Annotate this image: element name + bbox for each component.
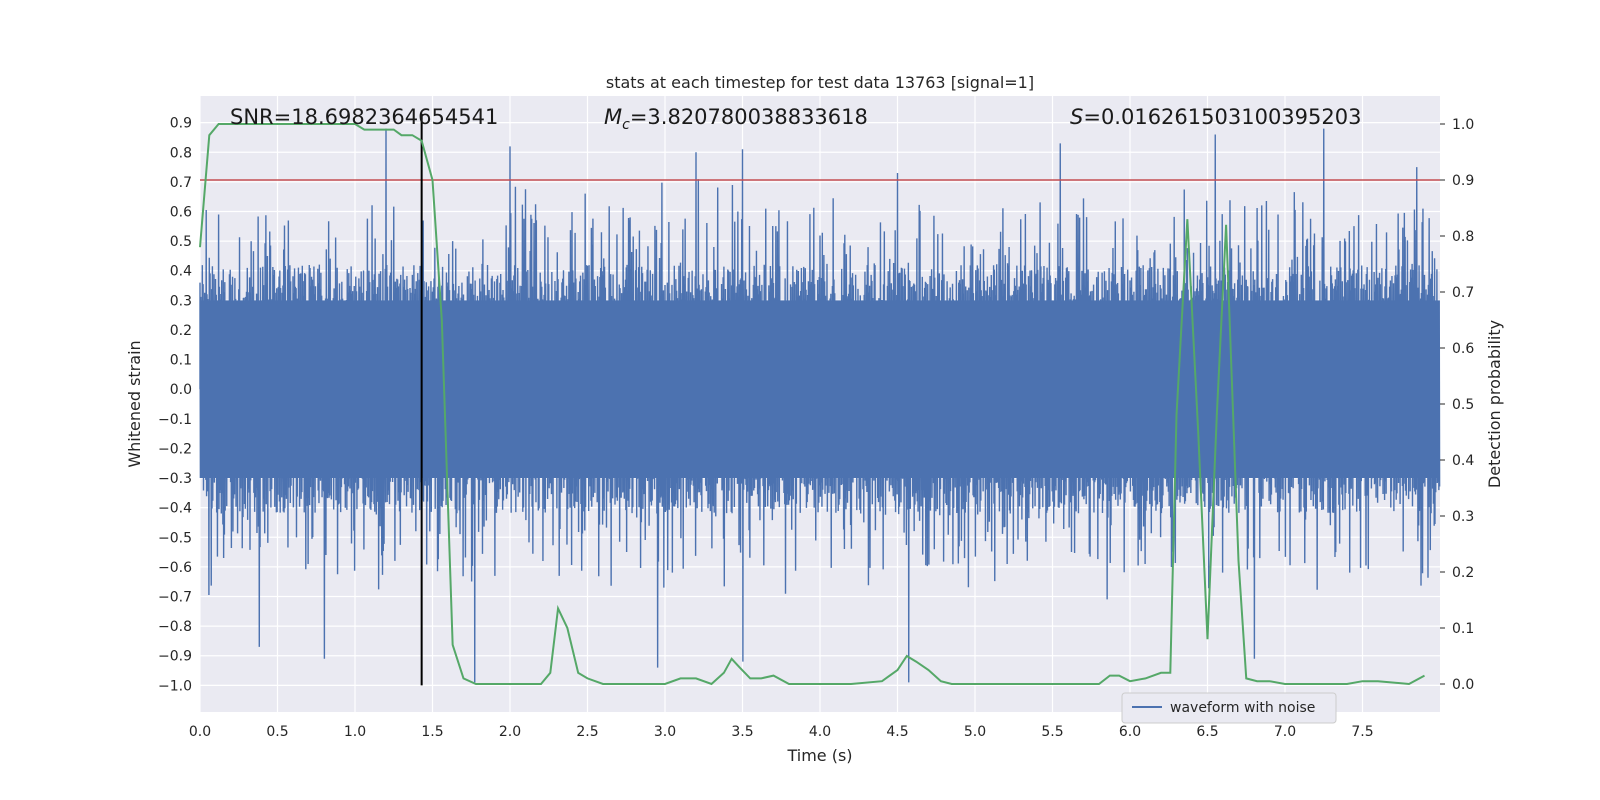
x-tick-label: 4.0 <box>809 724 831 740</box>
y-tick-label: 0.1 <box>170 353 192 369</box>
y-tick-label: −0.9 <box>158 649 192 665</box>
y-tick-label: −0.4 <box>158 501 192 517</box>
x-axis-label: Time (s) <box>786 746 852 765</box>
y-tick-label: 0.8 <box>170 145 192 161</box>
y-right-tick-label: 0.3 <box>1452 509 1474 525</box>
y-tick-label: −0.8 <box>158 619 192 635</box>
y-tick-label: 0.5 <box>170 234 192 250</box>
x-tick-label: 4.5 <box>886 724 908 740</box>
legend: waveform with noise <box>1121 692 1337 724</box>
y-tick-label: 0.9 <box>170 116 192 132</box>
y-right-tick-label: 0.8 <box>1452 229 1474 245</box>
y-tick-label: 0.7 <box>170 175 192 191</box>
y-tick-labels-right: 1.0 0.9 0.8 0.7 0.6 0.5 0.4 0.3 0.2 0.1 0.0 <box>1440 117 1474 693</box>
chart-title: stats at each timestep for test data 137… <box>606 73 1034 92</box>
y-right-tick-label: 0.7 <box>1452 285 1474 301</box>
x-tick-label: 3.0 <box>654 724 676 740</box>
snr-annotation: SNR=18.6982364654541 <box>230 105 498 129</box>
y-tick-label: 0.0 <box>170 382 192 398</box>
y-right-tick-label: 1.0 <box>1452 117 1474 133</box>
y-axis-label-left: Whitened strain <box>125 340 144 467</box>
x-tick-labels: 0.0 0.5 1.0 1.5 2.0 2.5 3.0 3.5 4.0 4.5 5.0 5.5 6.0 6… <box>189 724 1374 740</box>
y-tick-label: 0.6 <box>170 205 192 221</box>
y-right-tick-label: 0.2 <box>1452 565 1474 581</box>
y-tick-label: −0.2 <box>158 441 192 457</box>
y-tick-label: 0.3 <box>170 293 192 309</box>
y-right-tick-label: 0.1 <box>1452 621 1474 637</box>
y-right-tick-label: 0.0 <box>1452 677 1474 693</box>
x-tick-label: 0.0 <box>189 724 211 740</box>
y-tick-label: 0.4 <box>170 264 192 280</box>
x-tick-label: 7.5 <box>1351 724 1373 740</box>
y-right-tick-label: 0.6 <box>1452 341 1474 357</box>
y-tick-label: 0.2 <box>170 323 192 339</box>
chirp-mass-annotation: Mc=3.820780038833618 <box>604 105 868 133</box>
waveform-series <box>199 128 1441 683</box>
y-right-tick-label: 0.5 <box>1452 397 1474 413</box>
legend-box <box>1121 692 1337 724</box>
x-tick-label: 0.5 <box>266 724 288 740</box>
y-tick-label: −0.3 <box>158 471 192 487</box>
x-tick-label: 7.0 <box>1274 724 1296 740</box>
legend-label: waveform with noise <box>1170 700 1315 716</box>
y-tick-label: −0.5 <box>158 530 192 546</box>
y-axis-label-right: Detection probability <box>1485 320 1504 488</box>
y-tick-label: −0.6 <box>158 560 192 576</box>
s-annotation: S=0.016261503100395203 <box>1070 105 1361 129</box>
x-tick-label: 6.5 <box>1196 724 1218 740</box>
y-right-tick-label: 0.9 <box>1452 173 1474 189</box>
waveform-trace <box>199 128 1441 683</box>
y-tick-label: −0.1 <box>158 412 192 428</box>
y-right-tick-label: 0.4 <box>1452 453 1474 469</box>
y-tick-labels-left: 0.9 0.8 0.7 0.6 0.5 0.4 0.3 0.2 0.1 0.0 −0.1 −0.2 −0… <box>158 116 192 695</box>
detection-probability-line <box>199 123 1425 686</box>
y-tick-label: −1.0 <box>158 678 192 694</box>
x-tick-label: 3.5 <box>731 724 753 740</box>
x-tick-label: 1.5 <box>421 724 443 740</box>
x-tick-label: 6.0 <box>1119 724 1141 740</box>
x-tick-label: 5.0 <box>964 724 986 740</box>
x-tick-label: 2.0 <box>499 724 521 740</box>
x-tick-label: 5.5 <box>1041 724 1063 740</box>
x-tick-label: 2.5 <box>576 724 598 740</box>
y-tick-label: −0.7 <box>158 590 192 606</box>
x-tick-label: 1.0 <box>344 724 366 740</box>
